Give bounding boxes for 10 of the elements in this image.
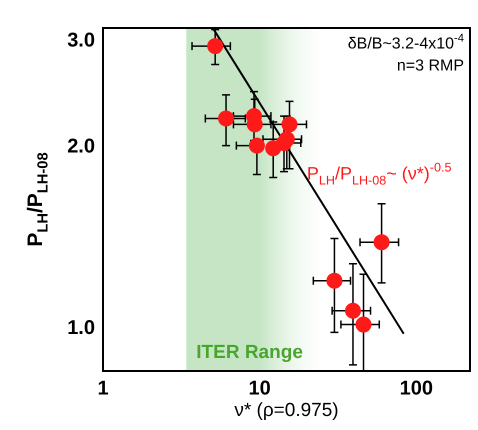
x-tick-label: 100: [400, 378, 434, 400]
x-tick-label: 10: [248, 378, 271, 400]
annotation: n=3 RMP: [396, 57, 464, 74]
y-tick-label: 2.0: [67, 135, 95, 158]
y-axis-title: PLH/PLH-08: [24, 152, 52, 247]
band-label: ITER Range: [196, 342, 303, 364]
x-tick-label: 1: [97, 378, 109, 400]
x-axis-title: ν* (ρ=0.975): [234, 400, 339, 422]
y-tick-label: 1.0: [67, 316, 95, 339]
y-tick-label: 3.0: [67, 29, 95, 52]
